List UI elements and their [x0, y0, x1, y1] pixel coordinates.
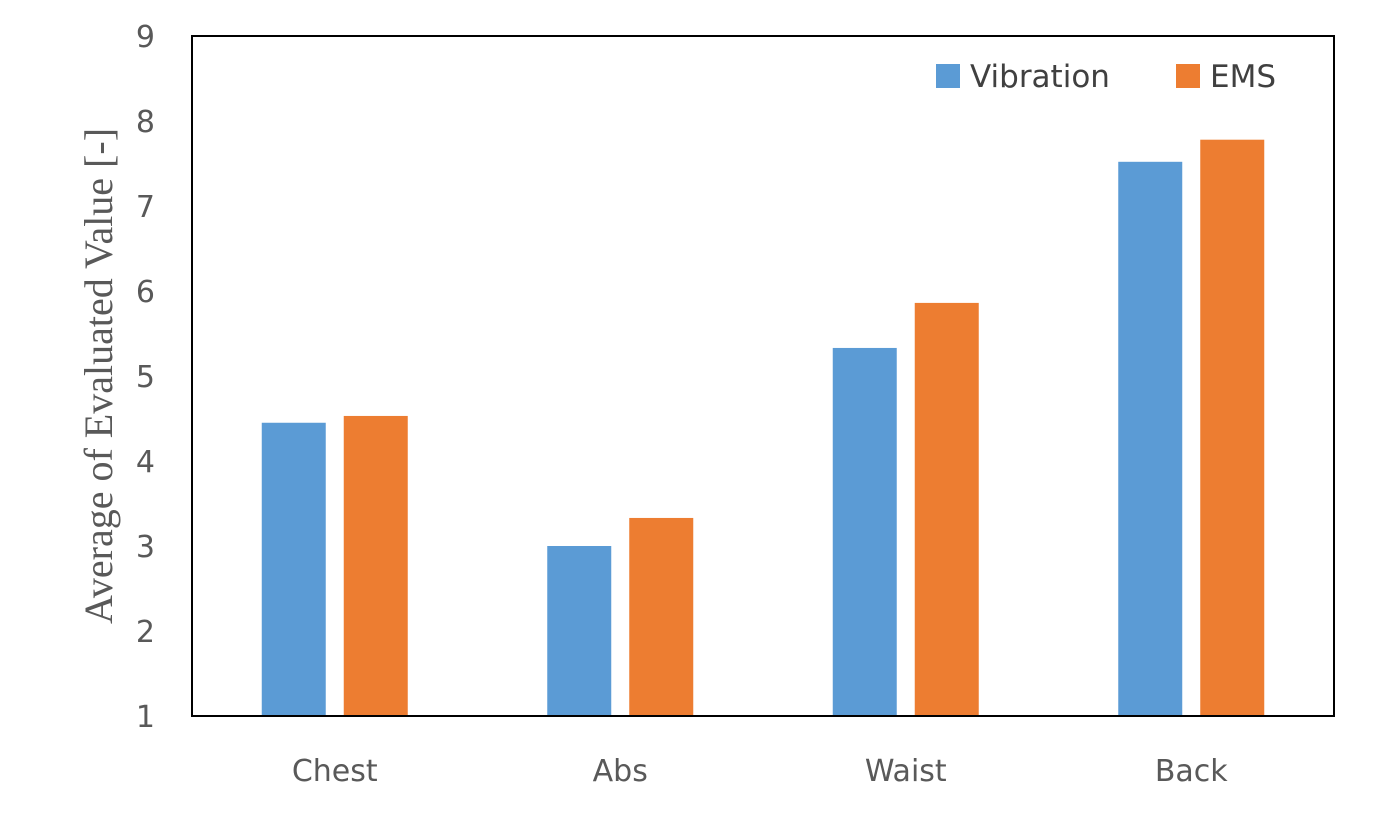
y-tick-label: 5 — [136, 360, 155, 395]
plot-area-frame — [191, 35, 1335, 717]
y-tick-label: 2 — [136, 615, 155, 650]
bar-vibration-back — [1118, 161, 1183, 717]
legend-label-ems: EMS — [1210, 59, 1276, 95]
y-tick-label: 6 — [136, 275, 155, 310]
bar-ems-back — [1200, 139, 1265, 716]
legend-label-vibration: Vibration — [970, 59, 1110, 95]
y-axis-title: Average of Evaluated Value [-] — [76, 128, 121, 624]
x-tick-label: Abs — [593, 754, 648, 789]
y-tick-label: 1 — [136, 700, 155, 735]
bar-ems-abs — [629, 517, 694, 716]
bar-ems-chest — [343, 415, 408, 716]
x-tick-label: Back — [1155, 754, 1228, 789]
x-tick-label: Waist — [865, 754, 947, 789]
y-tick-label: 9 — [136, 20, 155, 55]
legend-swatch-ems — [1176, 64, 1200, 88]
bar-vibration-waist — [832, 347, 897, 716]
y-tick-label: 3 — [136, 530, 155, 565]
legend: Vibration EMS — [936, 59, 1276, 95]
x-axis-ticks: Chest Abs Waist Back — [292, 754, 1228, 789]
y-tick-label: 8 — [136, 105, 155, 140]
x-tick-label: Chest — [292, 754, 378, 789]
bar-ems-waist — [914, 302, 979, 716]
y-tick-label: 7 — [136, 190, 155, 225]
y-axis-ticks: 1 2 3 4 5 6 7 8 9 — [136, 20, 155, 735]
y-tick-label: 4 — [136, 445, 155, 480]
bars-group — [261, 139, 1265, 717]
bar-vibration-chest — [261, 422, 326, 716]
bar-vibration-abs — [547, 546, 612, 716]
legend-swatch-vibration — [936, 64, 960, 88]
